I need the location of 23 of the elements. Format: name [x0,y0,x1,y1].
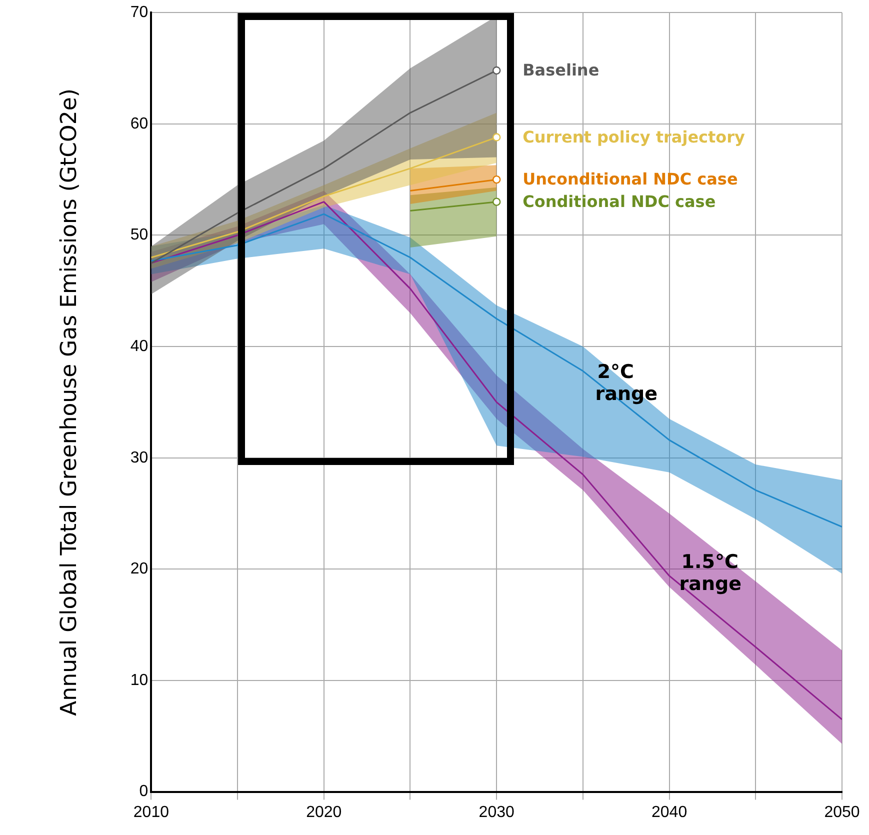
y-tick-label: 70 [130,4,148,22]
point [492,198,501,206]
point [492,66,501,75]
series-label: Baseline [522,60,600,80]
y-tick-label: 10 [130,672,148,689]
x-tick-label: 2020 [306,804,342,821]
y-tick-label: 40 [130,338,148,355]
series-label: Conditional NDC case [522,192,716,211]
x-tick-label: 2050 [824,804,860,821]
x-tick-label: 2040 [652,804,688,821]
x-tick-label: 2030 [478,804,514,821]
series-label: Unconditional NDC case [522,170,738,189]
y-tick-label: 0 [139,783,148,800]
y-tick-label: 30 [130,449,148,466]
point [492,175,501,184]
y-tick-label: 60 [130,115,148,132]
series-label: 2°C range [595,361,658,406]
y-axis-title: Annual Global Total Greenhouse Gas Emissions (GtCO2e) [56,88,82,716]
y-tick-label: 50 [130,226,148,244]
series-label: Current policy trajectory [522,127,746,146]
y-tick-label: 20 [130,560,148,578]
x-tick-label: 2010 [133,804,170,821]
point [492,133,501,142]
